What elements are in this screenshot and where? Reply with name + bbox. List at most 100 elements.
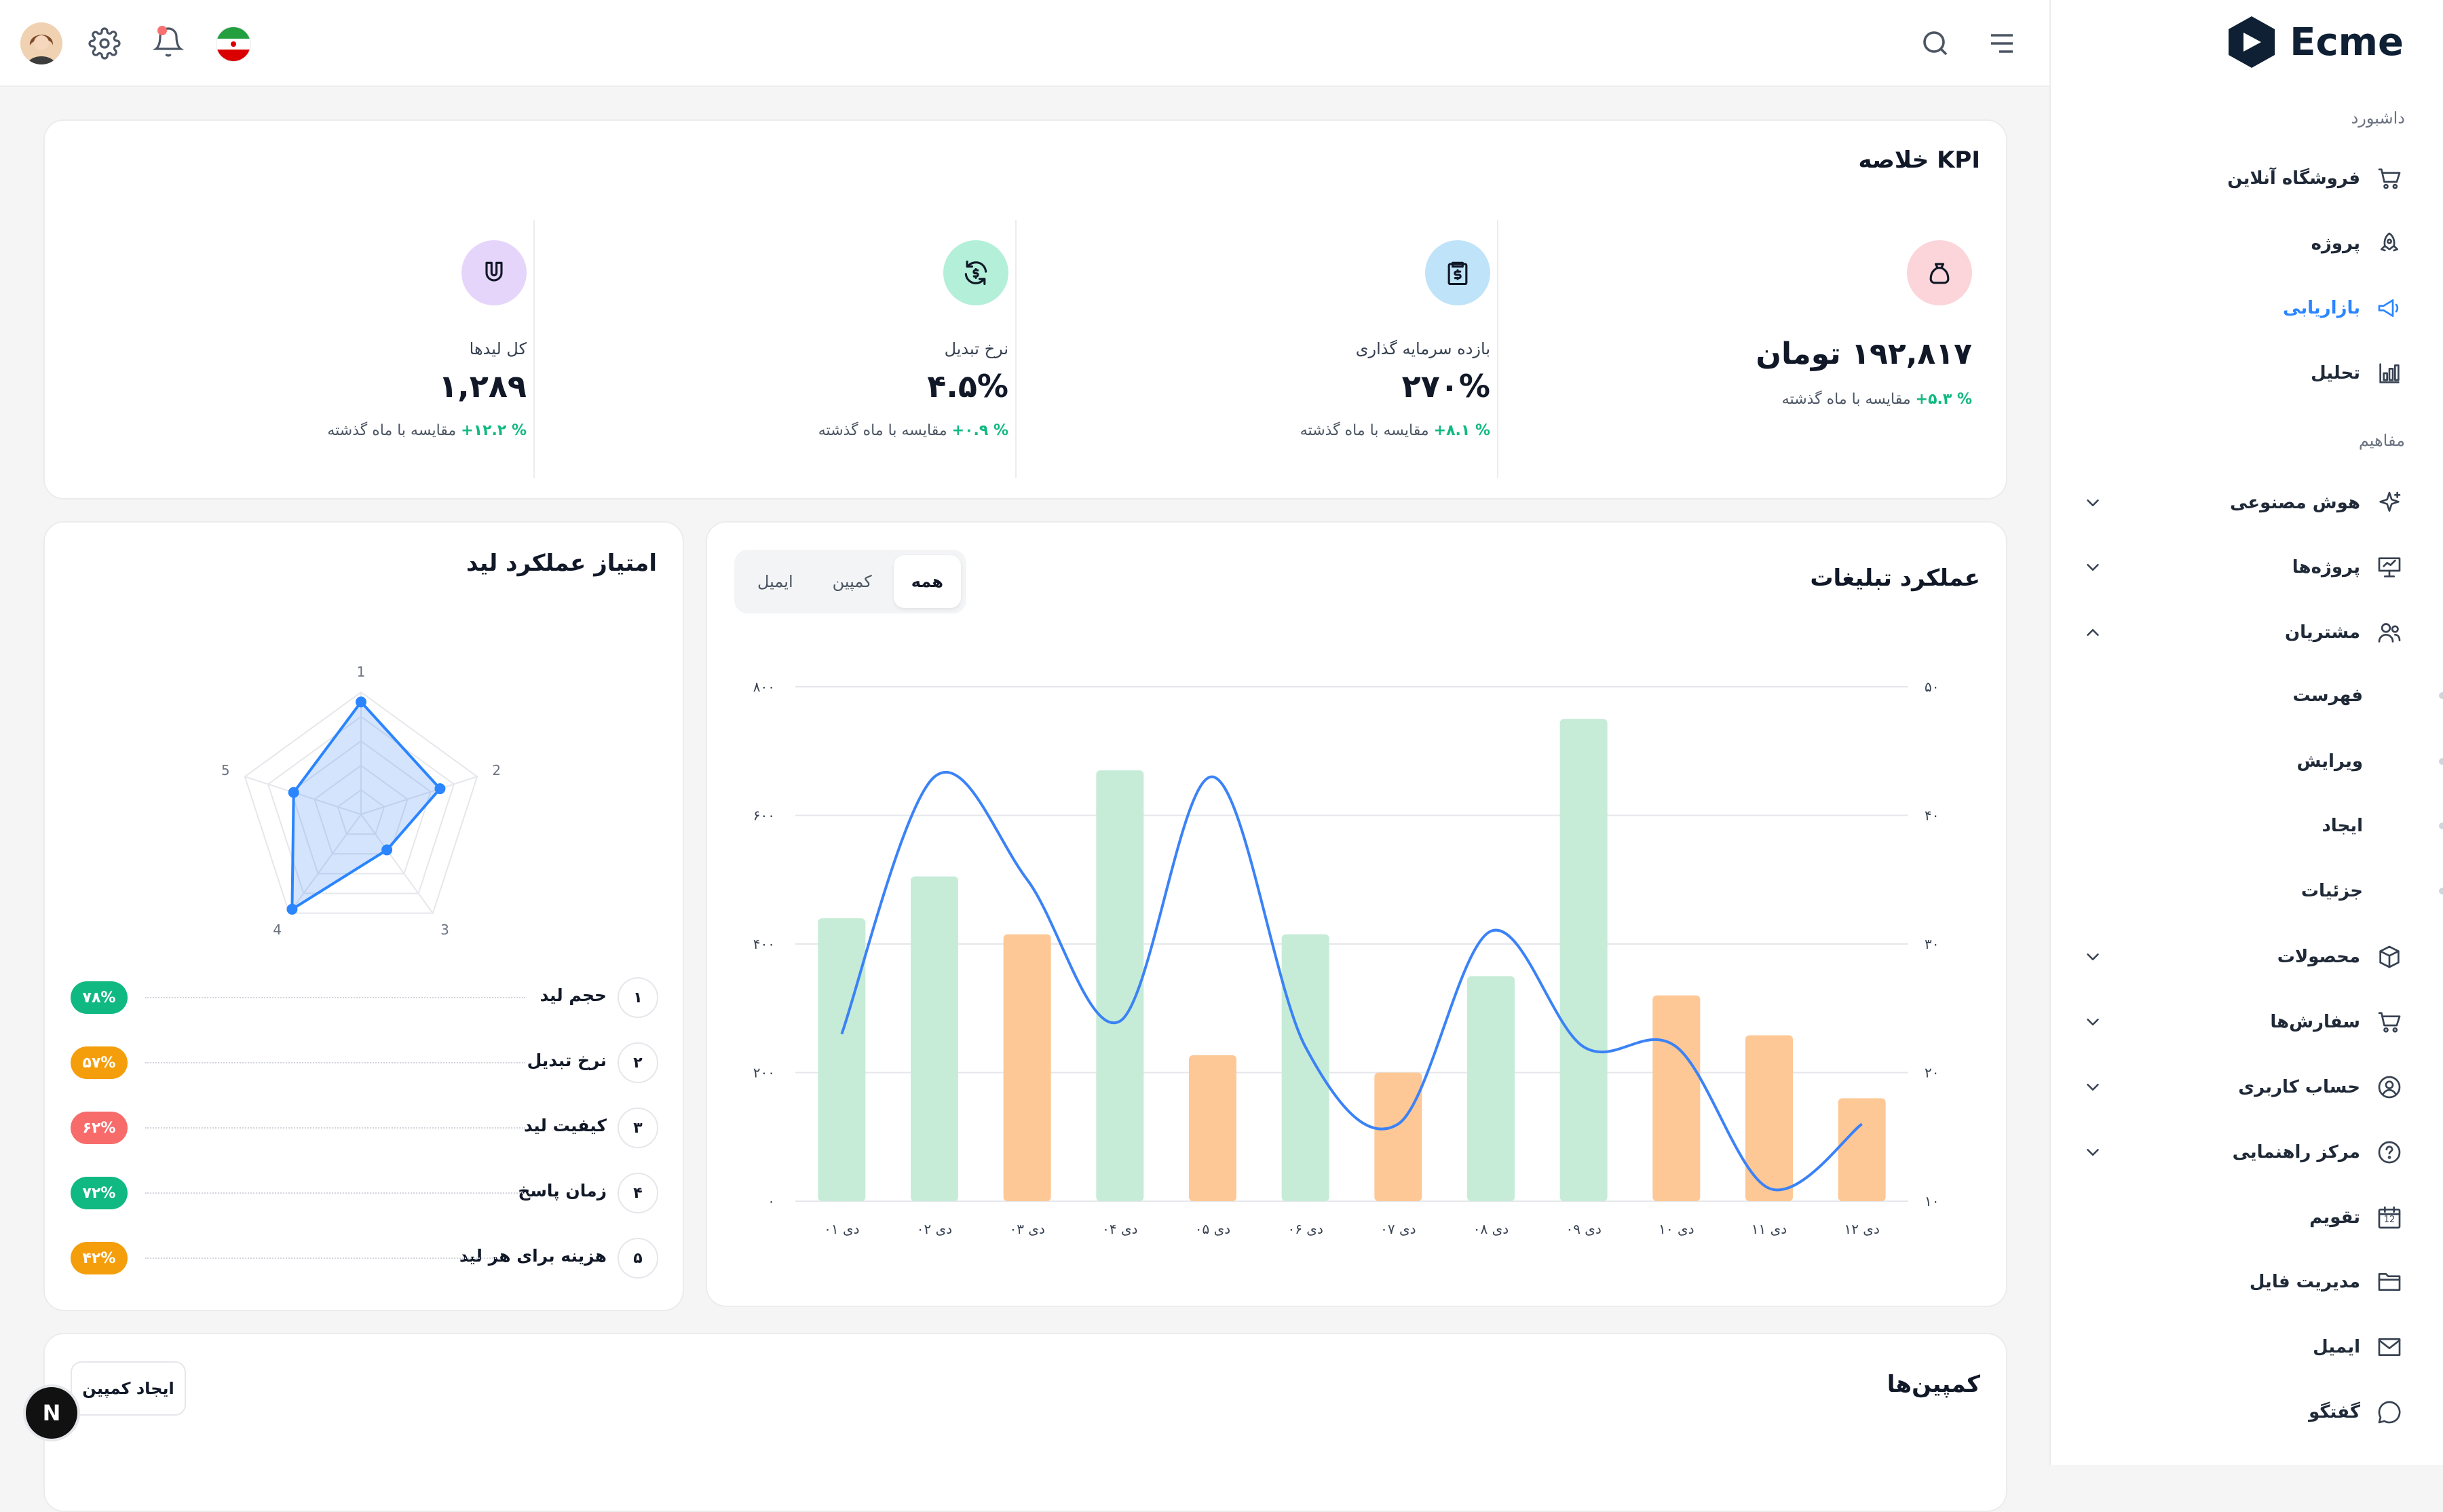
- lead-score-row: ۴ زمان پاسخ ۷۲%: [71, 1173, 658, 1213]
- calendar-icon: 12: [2374, 1202, 2405, 1233]
- bar[interactable]: [1838, 1098, 1886, 1201]
- bar[interactable]: [1652, 995, 1701, 1201]
- chevron-down-icon[interactable]: [2079, 1008, 2106, 1036]
- bar[interactable]: [818, 918, 866, 1201]
- radar-point[interactable]: [381, 844, 393, 856]
- sidebar-item-bar-chart[interactable]: تحلیل: [2079, 353, 2405, 394]
- sidebar-item-folder[interactable]: مدیریت فایل: [2079, 1262, 2405, 1302]
- radar-spoke: [360, 776, 478, 815]
- kpi-compare-text: مقایسه با ماه گذشته: [1300, 422, 1429, 439]
- radar-axis-label: 4: [273, 922, 282, 938]
- receipt-dollar-icon: [1425, 240, 1490, 305]
- tab-campaign[interactable]: کمپین: [832, 572, 872, 591]
- row-label: زمان پاسخ: [518, 1181, 607, 1201]
- bar[interactable]: [1374, 1072, 1422, 1202]
- x-tick: دی ۰۶: [1287, 1221, 1323, 1237]
- radar-point[interactable]: [356, 696, 366, 708]
- bar[interactable]: [1003, 934, 1051, 1201]
- sidebar-item-sparkle[interactable]: هوش مصنوعی: [2079, 483, 2405, 523]
- kpi-delta: +۱۲.۲ %: [461, 422, 527, 439]
- bar[interactable]: [911, 876, 958, 1201]
- radar-point[interactable]: [286, 903, 298, 915]
- kpi-label: نرخ تبدیل: [944, 339, 1008, 358]
- radar-grid-ring: [290, 740, 432, 875]
- chevron-up-icon[interactable]: [2079, 619, 2106, 646]
- tab-email[interactable]: ایمیل: [757, 572, 793, 591]
- chevron-down-icon[interactable]: [2079, 489, 2106, 516]
- row-score-pill: ۴۲%: [71, 1242, 128, 1274]
- sidebar-item-presentation[interactable]: پروژه‌ها: [2079, 547, 2405, 588]
- row-label: نرخ تبدیل: [527, 1051, 607, 1070]
- radar-grid-ring: [267, 715, 455, 894]
- sparkle-icon: [2374, 487, 2405, 518]
- sidebar-item-users[interactable]: مشتریان: [2079, 612, 2405, 653]
- sidebar-item-label: مشتریان: [2284, 622, 2360, 643]
- floating-n-button[interactable]: N: [26, 1387, 77, 1439]
- sidebar-item-label: مدیریت فایل: [2249, 1272, 2360, 1292]
- bar[interactable]: [1189, 1055, 1236, 1201]
- bar[interactable]: [1559, 719, 1608, 1201]
- cart-icon: [2374, 1006, 2405, 1038]
- x-tick: دی ۱۲: [1844, 1221, 1879, 1237]
- bar[interactable]: [1745, 1035, 1793, 1201]
- ads-chart: ۰ ۱۰ ۲۰۰ ۲۰ ۴۰۰ ۳۰ ۶۰۰ ۴۰ ۸۰۰ ۵۰ دی ۰۱ دی ۰۲ دی ۰۳ دی…: [753, 679, 1939, 1237]
- x-tick: دی ۰۸: [1473, 1221, 1509, 1237]
- tab-all[interactable]: همه: [893, 555, 961, 608]
- bar[interactable]: [1096, 770, 1144, 1201]
- lead-score-row: ۲ نرخ تبدیل ۵۷%: [71, 1042, 658, 1083]
- sidebar-item-label: بازاریابی: [2283, 298, 2360, 318]
- x-tick: دی ۰۴: [1102, 1221, 1137, 1237]
- x-tick: دی ۰۵: [1195, 1221, 1230, 1237]
- chevron-down-icon[interactable]: [2079, 1139, 2106, 1166]
- search-icon[interactable]: [1919, 27, 1952, 60]
- notification-bell-icon[interactable]: [152, 26, 185, 58]
- magnet-icon: [461, 240, 527, 305]
- radar-spoke: [288, 814, 362, 914]
- bar[interactable]: [1467, 976, 1515, 1201]
- chevron-down-icon[interactable]: [2079, 1074, 2106, 1101]
- sidebar-subitem[interactable]: جزئیات: [2301, 874, 2443, 908]
- sidebar-item-chat[interactable]: گفتگو: [2079, 1392, 2405, 1433]
- row-dotted-leader: [145, 1258, 498, 1259]
- sidebar-item-label: ایمیل: [2313, 1337, 2360, 1357]
- sidebar-subitem[interactable]: فهرست: [2293, 679, 2443, 713]
- radar-point[interactable]: [434, 783, 446, 795]
- chevron-down-icon[interactable]: [2079, 943, 2106, 970]
- kpi-compare-text: مقایسه با ماه گذشته: [818, 422, 947, 439]
- settings-gear-icon[interactable]: [88, 27, 121, 60]
- app-logo[interactable]: Ecme: [2223, 14, 2404, 71]
- sidebar-item-user-circle[interactable]: حساب کاربری: [2079, 1067, 2405, 1108]
- sidebar-subitem[interactable]: ایجاد: [2322, 809, 2443, 843]
- lead-title: امتیاز عملکرد لید: [466, 550, 657, 577]
- sidebar-item-megaphone[interactable]: بازاریابی: [2079, 288, 2405, 328]
- lead-score-card: امتیاز عملکرد لید 1 2 3 4 5 ۱ حجم لید ۷۸% ۲ نرخ …: [43, 521, 684, 1311]
- bar[interactable]: [1281, 934, 1329, 1201]
- notification-dot: [157, 26, 167, 35]
- sidebar-item-cart[interactable]: سفارش‌ها: [2079, 1002, 2405, 1042]
- sidebar-item-help[interactable]: مرکز راهنمایی: [2079, 1132, 2405, 1173]
- avatar[interactable]: [20, 22, 62, 64]
- bag-icon: [1907, 240, 1972, 305]
- sidebar-item-cart[interactable]: فروشگاه آنلاین: [2079, 158, 2405, 199]
- row-number: ۱: [618, 977, 658, 1018]
- sidebar-subitem[interactable]: ویرایش: [2296, 744, 2443, 778]
- sidebar-item-label: تقویم: [2309, 1207, 2360, 1228]
- lead-score-row: ۵ هزینه برای هر لید ۴۲%: [71, 1238, 658, 1279]
- language-flag-iran-icon[interactable]: [216, 26, 251, 62]
- chevron-down-icon[interactable]: [2079, 554, 2106, 581]
- radar-point[interactable]: [288, 787, 299, 798]
- sidebar-item-rocket[interactable]: پروژه: [2079, 223, 2405, 264]
- help-icon: [2374, 1137, 2405, 1168]
- sidebar-item-label: گفتگو: [2309, 1402, 2360, 1422]
- fab-label: N: [42, 1400, 61, 1426]
- sidebar: Ecme داشبورد فروشگاه آنلاین پروژه بازاریابی…: [2049, 0, 2443, 1465]
- x-tick: دی ۱۰: [1659, 1221, 1694, 1237]
- sidebar-item-calendar[interactable]: 12 تقویم: [2079, 1197, 2405, 1238]
- create-campaign-button[interactable]: ایجاد کمپین: [71, 1361, 186, 1416]
- menu-toggle-icon[interactable]: [1986, 27, 2018, 60]
- kpi-divider: [1497, 220, 1498, 478]
- sidebar-item-mail[interactable]: ایمیل: [2079, 1327, 2405, 1367]
- y-right-tick: ۱۰: [1925, 1193, 1939, 1209]
- sidebar-item-box[interactable]: محصولات: [2079, 937, 2405, 977]
- mail-icon: [2374, 1331, 2405, 1363]
